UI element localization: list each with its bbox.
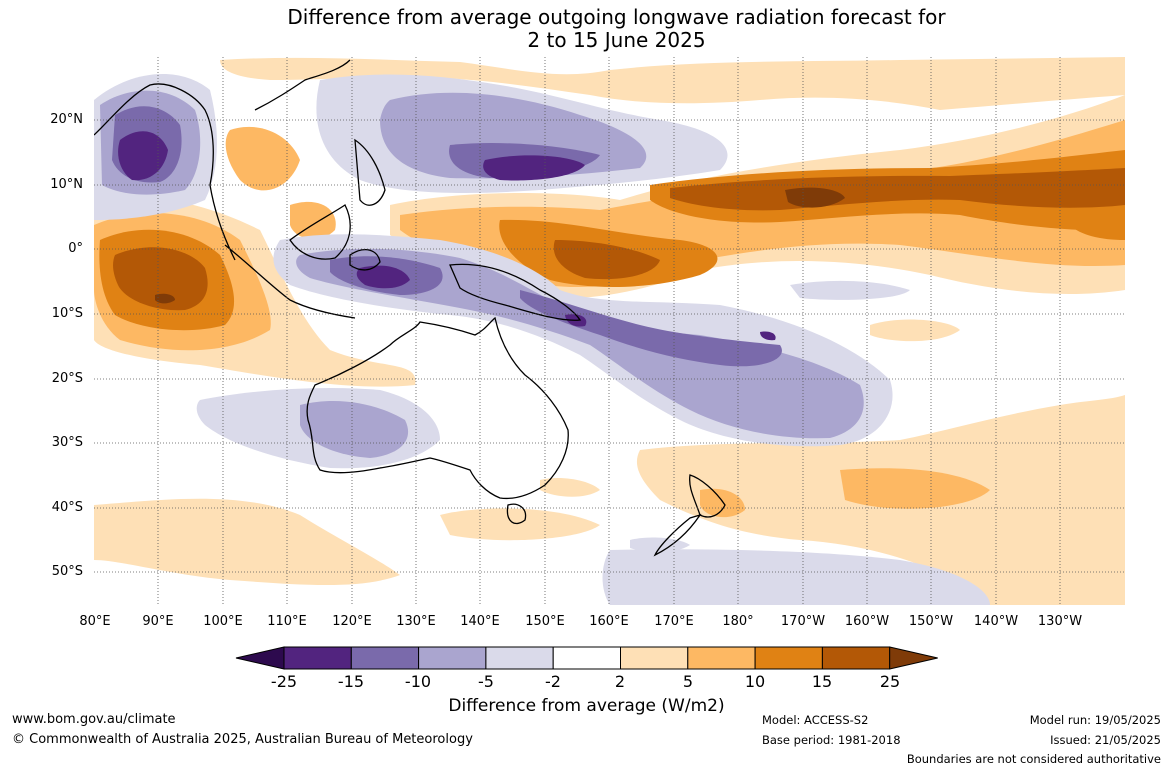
- lat-label-20n: 20°N: [50, 112, 83, 127]
- new-guinea-coastline: [449, 263, 582, 321]
- colorbar-swatch: [283, 646, 352, 670]
- website-link[interactable]: www.bom.gov.au/climate: [12, 712, 176, 727]
- colorbar-tick: 2: [614, 672, 626, 691]
- colorbar-tick: -2: [545, 672, 561, 691]
- model-name: Model: ACCESS-S2: [762, 713, 869, 727]
- mainland-asia-coastline: [94, 83, 236, 261]
- lat-label-50s: 50°S: [51, 564, 83, 579]
- colorbar-tick: 15: [811, 672, 833, 691]
- lon-label-130e: 130°E: [396, 614, 436, 629]
- lon-label-150w: 150°W: [908, 614, 954, 629]
- colorbar-tick: 25: [879, 672, 901, 691]
- lon-label-170w: 170°W: [780, 614, 826, 629]
- lon-label-90e: 90°E: [142, 614, 174, 629]
- lon-label-150e: 150°E: [525, 614, 565, 629]
- colorbar-tick: -5: [478, 672, 494, 691]
- lon-label-110e: 110°E: [267, 614, 307, 629]
- sulawesi-coastline: [349, 249, 381, 271]
- anomaly-band-above-25: [155, 187, 845, 304]
- colorbar-swatch: [821, 646, 891, 670]
- lat-label-10n: 10°N: [50, 177, 83, 192]
- lon-label-160w: 160°W: [844, 614, 890, 629]
- colorbar-swatch: [552, 646, 622, 670]
- lat-label-20s: 20°S: [51, 371, 83, 386]
- lat-label-30s: 30°S: [51, 435, 83, 450]
- boundaries-disclaimer: Boundaries are not considered authoritat…: [906, 752, 1161, 766]
- coastlines: [94, 59, 726, 557]
- tasmania-coastline: [506, 503, 527, 525]
- lon-label-160e: 160°E: [589, 614, 629, 629]
- anomaly-field: [94, 57, 1125, 605]
- lon-label-130w: 130°W: [1037, 614, 1083, 629]
- lat-label-40s: 40°S: [51, 500, 83, 515]
- copyright-text: © Commonwealth of Australia 2025, Austra…: [12, 732, 473, 747]
- model-run-date: Model run: 19/05/2025: [1029, 713, 1161, 727]
- china-coastline: [254, 59, 351, 111]
- australia-coastline: [306, 316, 569, 500]
- colorbar-tick: 5: [682, 672, 694, 691]
- colorbar-swatches: [235, 646, 938, 670]
- borneo-coastline: [289, 204, 351, 260]
- sumatra-java-coastline: [224, 244, 356, 319]
- lon-label-140w: 140°W: [973, 614, 1019, 629]
- colorbar-swatch: [418, 646, 487, 670]
- lon-label-140e: 140°E: [460, 614, 500, 629]
- anomaly-band-15-to-25: [113, 168, 1125, 311]
- map-title-line2: 2 to 15 June 2025: [527, 28, 706, 52]
- colorbar-swatch: [350, 646, 420, 670]
- lat-label-0: 0°: [68, 241, 83, 256]
- colorbar-label: Difference from average (W/m2): [448, 696, 725, 716]
- lon-label-180: 180°: [722, 614, 754, 629]
- lat-label-10s: 10°S: [51, 306, 83, 321]
- lon-label-170e: 170°E: [654, 614, 694, 629]
- new-zealand-north-coastline: [689, 474, 726, 518]
- colorbar-tick: -25: [270, 672, 298, 691]
- colorbar-tick: 10: [744, 672, 766, 691]
- graticule: [94, 57, 1125, 605]
- lon-label-80e: 80°E: [79, 614, 111, 629]
- new-zealand-south-coastline: [653, 513, 702, 557]
- philippines-coastline: [354, 138, 386, 206]
- colorbar-arrow-high: [889, 646, 938, 670]
- colorbar-swatch: [620, 646, 689, 670]
- colorbar-tick: -10: [404, 672, 432, 691]
- issued-date: Issued: 21/05/2025: [1050, 733, 1161, 747]
- lon-label-120e: 120°E: [332, 614, 372, 629]
- colorbar-tick: -15: [337, 672, 365, 691]
- colorbar-swatch: [687, 646, 756, 670]
- map-title-line1: Difference from average outgoing longwav…: [287, 5, 946, 29]
- colorbar-arrow-low: [235, 646, 285, 670]
- lon-label-100e: 100°E: [203, 614, 243, 629]
- base-period: Base period: 1981-2018: [762, 733, 901, 747]
- colorbar-swatch: [754, 646, 823, 670]
- colorbar-swatch: [485, 646, 554, 670]
